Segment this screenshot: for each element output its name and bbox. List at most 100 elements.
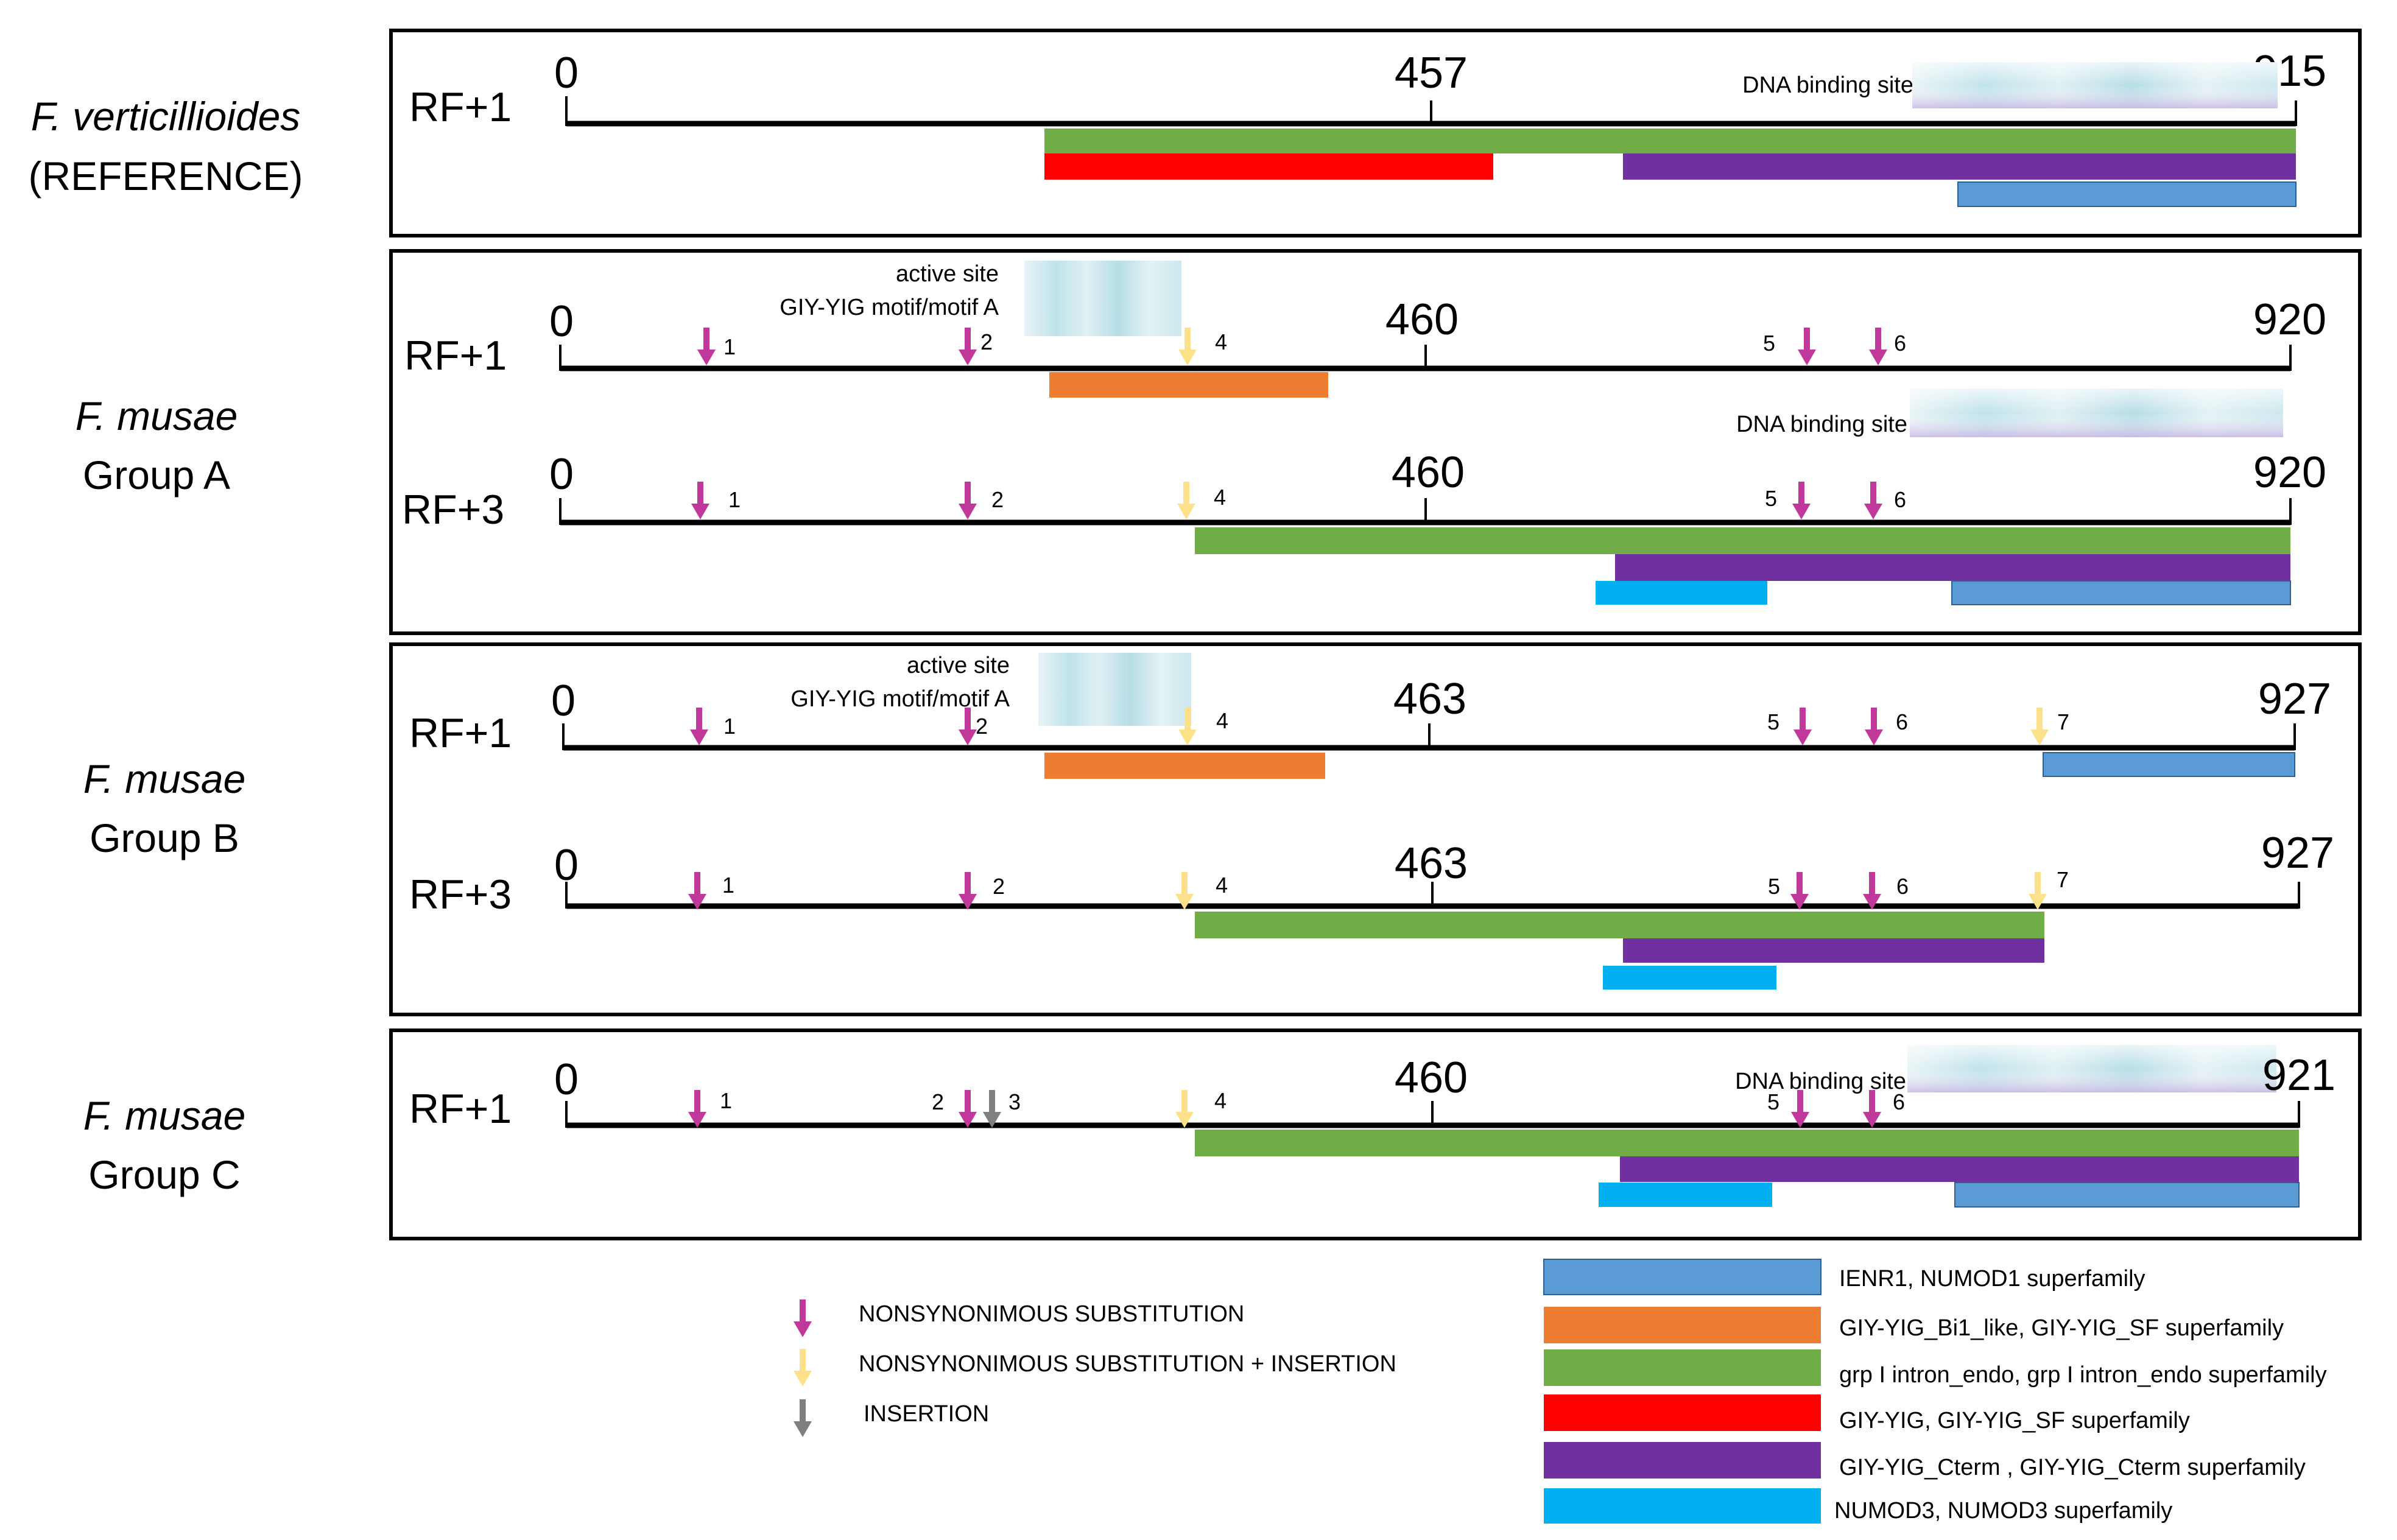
domain-bar-numod3 <box>1603 966 1776 990</box>
mutation-arrow-2 <box>959 1090 977 1128</box>
track-rf3: RF+3 0 463 927 1 2 4 5 <box>409 829 2334 990</box>
group-name: Group C <box>88 1152 240 1197</box>
reading-frame-label: RF+1 <box>409 710 512 756</box>
track-rf1: RF+1 active site GIY-YIG motif/motif A 0… <box>409 653 2331 779</box>
domain-bar-grp-i-intron-endo <box>1044 128 2296 153</box>
reading-frame-label: RF+1 <box>409 1086 512 1132</box>
tick-label-start: 0 <box>549 297 574 346</box>
domain-bar-giy-yig-bi1-like <box>1044 753 1325 779</box>
mutation-number: 7 <box>2057 867 2069 892</box>
tick-label-mid: 460 <box>1385 295 1459 344</box>
mutation-number: 1 <box>728 487 741 512</box>
dna-binding-site-label: DNA binding site <box>1736 412 1907 437</box>
group-name: Group B <box>90 815 239 860</box>
legend-swatch-giy-yig-bi1-like <box>1544 1307 1821 1343</box>
legend-swatch-giy-yig-cterm <box>1544 1442 1821 1478</box>
motif-a-label: GIY-YIG motif/motif A <box>790 686 1010 712</box>
domain-bar-ienr1 <box>1954 1182 2300 1208</box>
mutation-number: 2 <box>991 487 1004 512</box>
mutation-arrow-4 <box>1177 482 1195 519</box>
domain-bar-giy-yig-bi1-like <box>1049 372 1328 398</box>
mutation-arrow-6 <box>1865 708 1883 745</box>
mutation-arrow-1 <box>688 1090 706 1128</box>
mutation-arrow-4 <box>1175 872 1194 910</box>
mutation-arrow-5 <box>1791 1090 1809 1128</box>
tick-label-mid: 463 <box>1395 839 1468 888</box>
panel-frame <box>389 249 2362 635</box>
mutation-number: 1 <box>723 334 736 359</box>
tick-label-mid: 463 <box>1393 675 1466 723</box>
mutation-number: 5 <box>1767 1089 1779 1114</box>
legend-label: GIY-YIG_Cterm , GIY-YIG_Cterm superfamil… <box>1839 1455 2306 1480</box>
dna-binding-site-logo-shade <box>1912 62 2278 108</box>
mutation-number: 4 <box>1214 485 1226 510</box>
tick-label-start: 0 <box>554 841 579 890</box>
mutation-number: 6 <box>1894 331 1906 356</box>
domain-bar-giy-yig-cterm <box>1615 554 2290 581</box>
mutation-arrow-2 <box>959 328 977 365</box>
mutation-number: 2 <box>932 1089 944 1114</box>
mutation-number: 2 <box>980 329 993 354</box>
panel-frame <box>389 1028 2362 1240</box>
domain-bar-numod3 <box>1596 581 1767 605</box>
legend-label: INSERTION <box>864 1401 989 1427</box>
group-name: Group A <box>83 452 230 498</box>
panel-group-b: F. musae Group B RF+1 active site GIY-YI… <box>83 642 2362 1016</box>
legend-swatch-ienr1 <box>1543 1259 1822 1295</box>
mutation-arrow-5 <box>1793 708 1812 745</box>
mutation-arrow-1 <box>688 872 706 910</box>
mutation-number: 6 <box>1894 487 1906 512</box>
mutation-number: 4 <box>1215 329 1227 354</box>
species-name: F. musae <box>83 756 246 801</box>
domain-bar-giy-yig-cterm <box>1623 153 2296 180</box>
track-rf3: RF+3 DNA binding site 0 460 920 1 2 <box>402 389 2326 605</box>
domain-bar-numod3 <box>1599 1183 1772 1207</box>
dna-binding-site-logo-shade <box>1910 389 2283 437</box>
mutation-arrow-1 <box>690 708 708 745</box>
tick-label-start: 0 <box>549 450 574 499</box>
mutation-number: 5 <box>1763 331 1775 356</box>
mutation-arrow-6 <box>1869 328 1887 365</box>
mutation-arrow-6 <box>1863 872 1881 910</box>
panel-group-c: F. musae Group C RF+1 DNA binding site 0… <box>83 1028 2362 1240</box>
mutation-arrow-2 <box>959 872 977 910</box>
panel-frame <box>389 642 2362 1016</box>
mutation-number: 4 <box>1216 708 1228 733</box>
reading-frame-label: RF+1 <box>404 332 507 379</box>
tick-label-mid: 460 <box>1392 448 1465 497</box>
legend-label: GIY-YIG, GIY-YIG_SF superfamily <box>1839 1408 2190 1433</box>
domain-bar-grp-i-intron-endo <box>1195 527 2290 554</box>
species-name: F. musae <box>83 1093 246 1138</box>
reading-frame-label: RF+1 <box>409 84 512 130</box>
group-name: (REFERENCE) <box>28 153 303 199</box>
tick-label-end: 921 <box>2262 1051 2335 1100</box>
domain-bar-ienr1 <box>2043 752 2295 777</box>
mutation-arrow-1 <box>697 328 716 365</box>
mutation-number: 3 <box>1008 1089 1021 1114</box>
legend-label: GIY-YIG_Bi1_like, GIY-YIG_SF superfamily <box>1839 1315 2284 1341</box>
mutation-arrow-5 <box>1798 328 1816 365</box>
reading-frame-label: RF+3 <box>402 487 504 533</box>
species-name: F. musae <box>76 393 238 438</box>
mutation-number: 2 <box>976 714 988 739</box>
mutation-arrow-5 <box>1790 872 1809 910</box>
panel-group-a: F. musae Group A RF+1 0 460 920 active s… <box>76 249 2362 635</box>
mutation-number: 5 <box>1765 486 1777 511</box>
legend-swatch-grp-i-intron-endo <box>1544 1349 1821 1386</box>
mutation-arrow-4 <box>1175 1090 1194 1128</box>
mutation-number: 1 <box>723 714 736 739</box>
domain-bar-giy-yig-cterm <box>1623 938 2044 963</box>
tick-label-end: 927 <box>2261 829 2334 877</box>
tick-label-mid: 457 <box>1395 49 1468 97</box>
mutation-arrow-7 <box>2029 872 2047 910</box>
domain-bar-giy-yig <box>1044 153 1493 180</box>
tick-label-start: 0 <box>554 1055 579 1104</box>
legend-swatch-giy-yig <box>1544 1394 1821 1431</box>
legend-label: NONSYNONIMOUS SUBSTITUTION + INSERTION <box>859 1351 1396 1377</box>
domain-bar-grp-i-intron-endo <box>1195 912 2044 938</box>
mutation-arrow-4 <box>1178 328 1197 365</box>
legend-label: NUMOD3, NUMOD3 superfamily <box>1834 1498 2172 1524</box>
legend-label: grp I intron_endo, grp I intron_endo sup… <box>1839 1362 2327 1388</box>
